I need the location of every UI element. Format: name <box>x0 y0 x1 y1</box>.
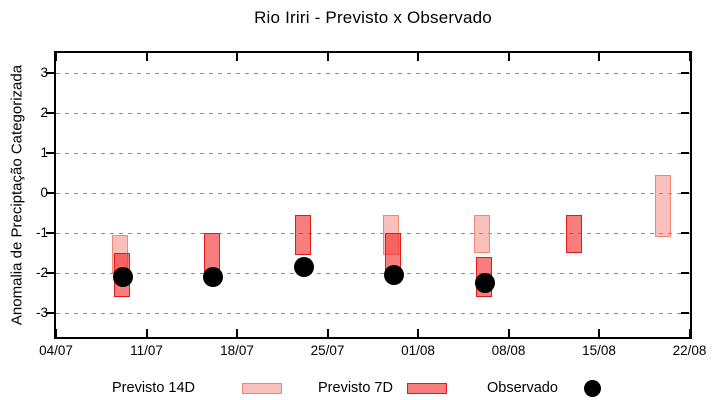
legend-label-previsto-14d: Previsto 14D <box>112 380 196 396</box>
observed-dot <box>293 257 314 277</box>
y-tick-label: -3 <box>35 305 48 320</box>
x-tick-top <box>145 53 148 61</box>
legend-swatch-previsto-7d-icon <box>407 383 447 394</box>
y-tick-left <box>46 272 54 274</box>
y-tick-label: 0 <box>40 185 48 200</box>
x-tick-bottom <box>598 329 600 337</box>
y-gridline <box>56 112 690 114</box>
observed-dot <box>474 273 495 293</box>
y-tick-left <box>46 312 54 314</box>
x-tick-top <box>55 53 57 61</box>
y-tick-left <box>46 152 54 154</box>
x-tick-bottom <box>507 329 510 337</box>
x-tick-bottom <box>145 329 148 337</box>
x-tick-label: 04/07 <box>39 343 73 358</box>
y-gridline <box>56 72 690 74</box>
y-tick-label: -1 <box>35 225 48 240</box>
y-gridline <box>56 312 690 314</box>
x-tick-label: 11/07 <box>130 343 163 358</box>
x-tick-bottom <box>236 329 238 337</box>
y-gridline <box>56 192 690 194</box>
legend-label-observado: Observado <box>487 380 558 396</box>
x-tick-top <box>598 53 600 61</box>
x-tick-top <box>417 53 419 61</box>
observed-dot <box>384 265 405 285</box>
x-tick-label: 15/08 <box>582 343 616 358</box>
x-tick-label: 08/08 <box>491 343 526 358</box>
x-tick-top <box>507 53 510 61</box>
y-tick-label: -2 <box>35 265 48 280</box>
x-tick-label: 25/07 <box>310 343 345 358</box>
bar-previsto-14d <box>473 215 490 253</box>
y-tick-right <box>681 152 689 154</box>
bar-previsto-7d <box>566 215 583 253</box>
plot-area-border <box>54 51 692 339</box>
y-tick-right <box>681 112 689 114</box>
y-gridline <box>56 232 690 234</box>
y-tick-left <box>46 72 54 74</box>
y-tick-label: 1 <box>40 145 48 160</box>
x-tick-bottom <box>55 329 57 337</box>
y-tick-label: 2 <box>40 105 48 120</box>
y-tick-left <box>46 232 54 234</box>
y-tick-right <box>681 72 689 74</box>
legend-observed-dot-icon <box>584 380 601 397</box>
y-tick-right <box>681 232 689 234</box>
y-gridline <box>56 272 690 274</box>
x-tick-top <box>326 53 329 61</box>
y-tick-right <box>681 272 689 274</box>
y-gridline <box>56 152 690 154</box>
y-tick-left <box>46 192 54 194</box>
y-tick-right <box>681 192 689 194</box>
chart-title: Rio Iriri - Previsto x Observado <box>254 8 492 27</box>
x-tick-label: 01/08 <box>401 343 435 358</box>
bar-previsto-7d <box>294 215 311 255</box>
y-tick-left <box>46 112 54 114</box>
x-tick-bottom <box>417 329 419 337</box>
y-tick-label: 3 <box>40 65 48 80</box>
x-tick-top <box>236 53 238 61</box>
y-tick-right <box>681 312 689 314</box>
observed-dot <box>203 267 224 287</box>
x-tick-bottom <box>688 329 691 337</box>
x-tick-label: 18/07 <box>220 343 254 358</box>
bar-previsto-14d <box>654 175 671 237</box>
legend-swatch-previsto-14d-icon <box>242 383 282 394</box>
x-tick-top <box>688 53 691 61</box>
x-tick-label: 22/08 <box>672 343 707 358</box>
x-tick-bottom <box>326 329 329 337</box>
legend-label-previsto-7d: Previsto 7D <box>318 380 393 396</box>
observed-dot <box>112 267 133 287</box>
